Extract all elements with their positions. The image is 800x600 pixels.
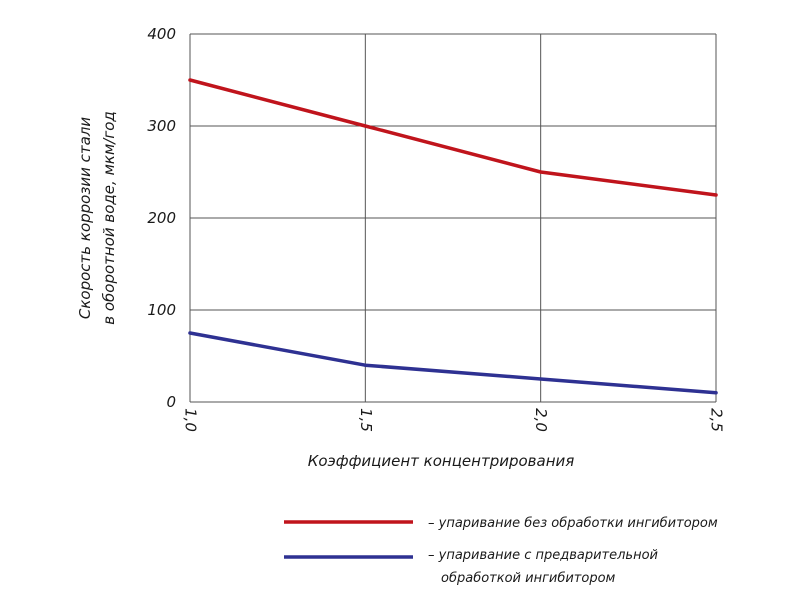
y-tick-labels: 0 100 200 300 400	[147, 25, 176, 411]
data-point-no_inhibitor	[714, 193, 718, 197]
y-axis-label: Скорость коррозии стали в оборотной воде…	[76, 111, 118, 324]
y-tick-label: 200	[147, 209, 176, 227]
series-layer	[188, 78, 718, 395]
y-axis-label-line-2: в оборотной воде, мкм/год	[100, 111, 118, 324]
x-tick-label: 1,0	[182, 408, 200, 432]
y-tick-label: 0	[166, 393, 176, 411]
x-tick-label: 2,0	[532, 408, 550, 432]
series-line-no_inhibitor	[188, 78, 718, 197]
x-tick-label: 1,5	[357, 408, 375, 432]
data-point-with_inhibitor	[363, 363, 367, 367]
data-point-with_inhibitor	[714, 391, 718, 395]
legend-label-no-inhibitor: – упаривание без обработки ингибитором	[428, 516, 718, 531]
data-point-no_inhibitor	[188, 78, 192, 82]
data-point-no_inhibitor	[363, 124, 367, 128]
y-axis-label-line-1: Скорость коррозии стали	[76, 117, 94, 319]
y-tick-label: 300	[147, 117, 176, 135]
legend: – упаривание без обработки ингибитором –…	[284, 516, 718, 586]
legend-label-with-inhibitor-line-1: – упаривание с предварительной	[428, 548, 658, 563]
data-point-with_inhibitor	[188, 331, 192, 335]
legend-label-with-inhibitor-line-2: обработкой ингибитором	[441, 571, 616, 586]
grid	[189, 33, 717, 403]
data-point-no_inhibitor	[539, 170, 543, 174]
y-tick-label: 100	[147, 301, 176, 319]
x-axis-label: Коэффициент концентрирования	[308, 452, 575, 470]
y-tick-label: 400	[147, 25, 176, 43]
series-line-with_inhibitor	[188, 331, 718, 395]
x-tick-labels: 1,0 1,5 2,0 2,5	[182, 408, 726, 432]
data-point-with_inhibitor	[539, 377, 543, 381]
x-tick-label: 2,5	[708, 408, 726, 432]
